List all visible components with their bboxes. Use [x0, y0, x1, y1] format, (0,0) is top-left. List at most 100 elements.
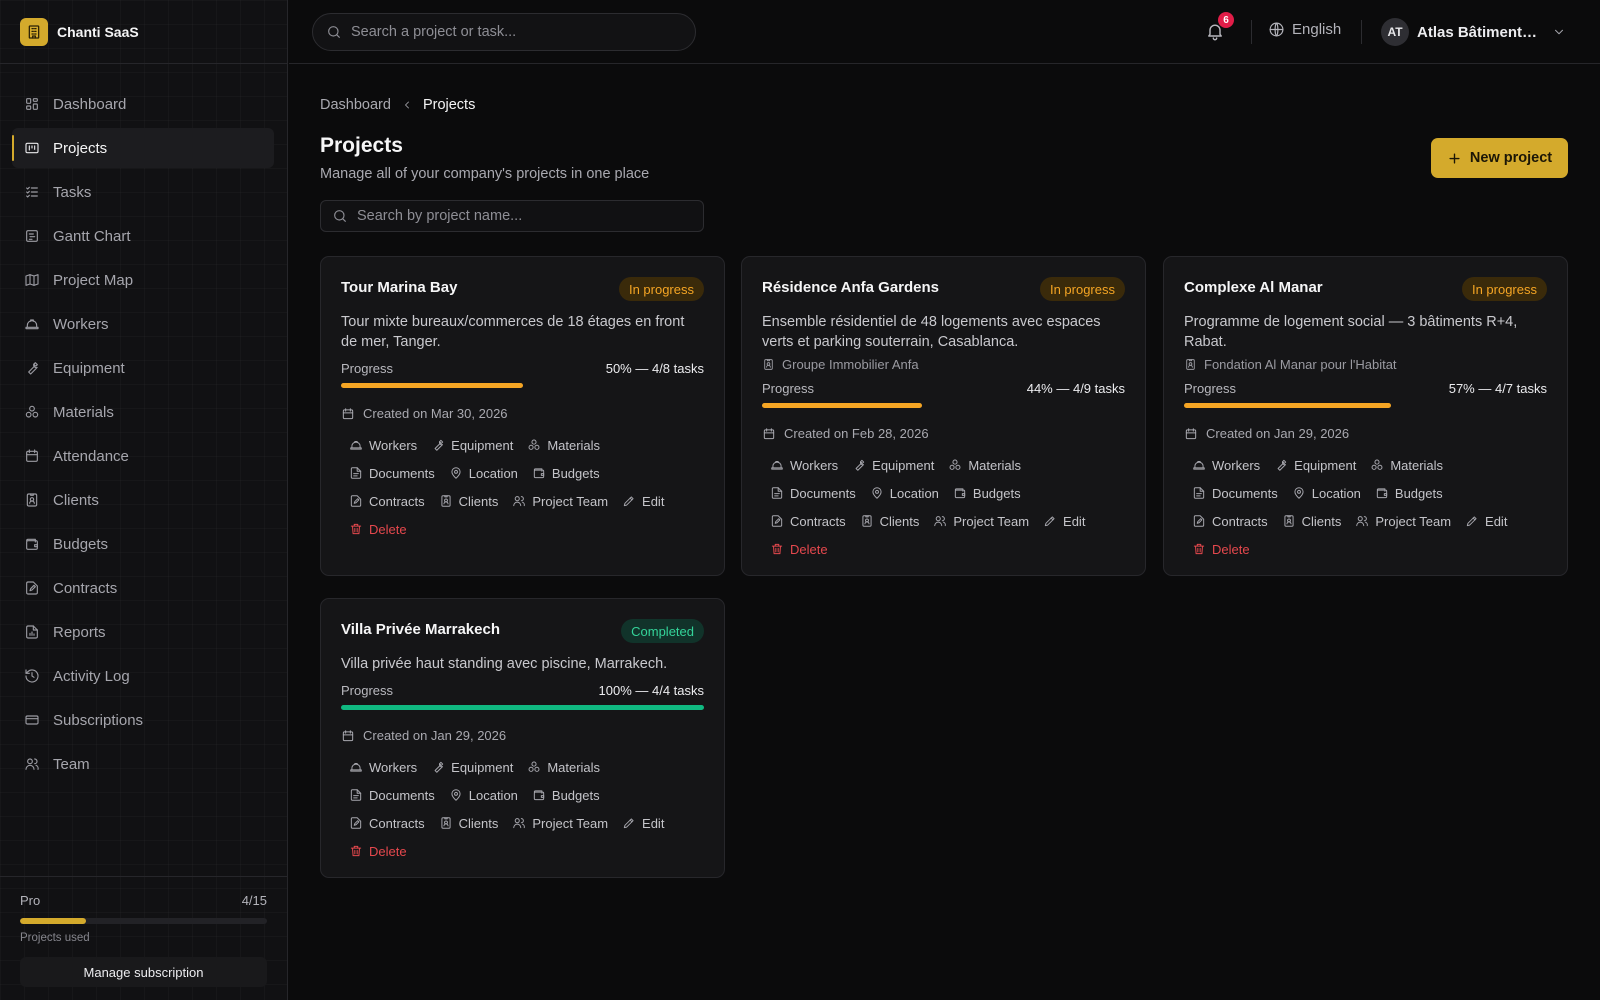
budgets-link[interactable]: Budgets	[953, 479, 1021, 507]
sidebar-item-attendance[interactable]: Attendance	[12, 436, 274, 476]
sidebar-item-projects[interactable]: Projects	[12, 128, 274, 168]
project-team-link[interactable]: Project Team	[512, 487, 608, 515]
sidebar-item-equipment[interactable]: Equipment	[12, 348, 274, 388]
project-card[interactable]: Tour Marina Bay In progress Tour mixte bur…	[320, 256, 725, 576]
edit-link[interactable]: Edit	[622, 809, 664, 837]
project-card[interactable]: Villa Privée Marrakech Completed Villa pri…	[320, 598, 725, 878]
contracts-link[interactable]: Contracts	[349, 487, 425, 515]
language-selector[interactable]: English	[1268, 21, 1341, 38]
contracts-link[interactable]: Contracts	[770, 507, 846, 535]
contact-icon	[441, 495, 451, 507]
progress-row: Progress 44% — 4/9 tasks	[762, 381, 1125, 396]
workers-link[interactable]: Workers	[349, 753, 417, 781]
sidebar-item-team[interactable]: Team	[12, 744, 274, 784]
materials-link[interactable]: Materials	[948, 451, 1021, 479]
sidebar-item-gantt-chart[interactable]: Gantt Chart	[12, 216, 274, 256]
budgets-link[interactable]: Budgets	[1375, 479, 1443, 507]
workers-link[interactable]: Workers	[1192, 451, 1260, 479]
map-pin-icon	[451, 467, 461, 479]
clients-link[interactable]: Clients	[439, 809, 499, 837]
project-team-link[interactable]: Project Team	[933, 507, 1029, 535]
equipment-link[interactable]: Equipment	[852, 451, 934, 479]
sidebar: Chanti SaaS Dashboard Projects Tasks Gantt …	[0, 0, 288, 1000]
location-link[interactable]: Location	[870, 479, 939, 507]
sidebar-item-activity-log[interactable]: Activity Log	[12, 656, 274, 696]
project-title[interactable]: Résidence Anfa Gardens	[762, 279, 940, 296]
pencil-icon	[623, 818, 634, 829]
edit-link-label: Edit	[1485, 513, 1508, 529]
project-title[interactable]: Complexe Al Manar	[1184, 279, 1323, 296]
contracts-link-label: Contracts	[369, 493, 425, 509]
project-links: Workers Equipment Materials Documents Locati…	[1184, 451, 1534, 563]
equipment-link[interactable]: Equipment	[431, 431, 513, 459]
documents-link[interactable]: Documents	[349, 781, 435, 809]
clients-link-label: Clients	[458, 815, 499, 831]
location-link[interactable]: Location	[449, 459, 518, 487]
delete-link[interactable]: Delete	[349, 515, 407, 543]
sidebar-item-reports[interactable]: Reports	[12, 612, 274, 652]
sidebar-item-subscriptions[interactable]: Subscriptions	[12, 700, 274, 740]
project-card[interactable]: Résidence Anfa Gardens In progress Ensembl…	[741, 256, 1146, 576]
contracts-link[interactable]: Contracts	[1192, 507, 1268, 535]
account-menu[interactable]: AT Atlas Bâtiment S...	[1381, 18, 1566, 46]
project-team-link[interactable]: Project Team	[512, 809, 608, 837]
edit-link[interactable]: Edit	[1043, 507, 1085, 535]
hardhat-icon	[771, 461, 783, 470]
project-title[interactable]: Villa Privée Marrakech	[341, 621, 500, 638]
workers-link[interactable]: Workers	[770, 451, 838, 479]
progress-value: 57% — 4/7 tasks	[1448, 381, 1547, 396]
budgets-link[interactable]: Budgets	[532, 459, 600, 487]
delete-link[interactable]: Delete	[1192, 535, 1250, 563]
location-link[interactable]: Location	[449, 781, 518, 809]
documents-link[interactable]: Documents	[349, 459, 435, 487]
sidebar-item-dashboard[interactable]: Dashboard	[12, 84, 274, 124]
progress-label: Progress	[341, 361, 394, 376]
clients-link[interactable]: Clients	[1282, 507, 1341, 535]
breadcrumb-dashboard[interactable]: Dashboard	[320, 97, 391, 113]
progress-label: Progress	[762, 381, 815, 396]
users-icon	[25, 758, 39, 770]
documents-link[interactable]: Documents	[770, 479, 856, 507]
delete-link[interactable]: Delete	[349, 837, 407, 865]
notifications-button[interactable]: 6	[1205, 12, 1234, 41]
sidebar-item-workers[interactable]: Workers	[12, 304, 274, 344]
documents-link[interactable]: Documents	[1192, 479, 1278, 507]
clients-link[interactable]: Clients	[860, 507, 919, 535]
materials-link[interactable]: Materials	[527, 753, 600, 781]
manage-subscription-button[interactable]: Manage subscription	[20, 957, 267, 987]
project-team-link[interactable]: Project Team	[1355, 507, 1451, 535]
location-link[interactable]: Location	[1292, 479, 1361, 507]
calendar-icon	[26, 449, 38, 462]
new-project-button[interactable]: New project	[1431, 138, 1568, 178]
project-title[interactable]: Tour Marina Bay	[341, 279, 458, 296]
sidebar-item-tasks[interactable]: Tasks	[12, 172, 274, 212]
clients-link[interactable]: Clients	[439, 487, 498, 515]
sidebar-item-contracts[interactable]: Contracts	[12, 568, 274, 608]
sidebar-item-budgets[interactable]: Budgets	[12, 524, 274, 564]
sidebar-item-clients[interactable]: Clients	[12, 480, 274, 520]
sidebar-item-label: Gantt Chart	[53, 227, 131, 245]
edit-link[interactable]: Edit	[1465, 507, 1507, 535]
created-date: Created on Jan 29, 2026	[341, 728, 704, 743]
sidebar-item-project-map[interactable]: Project Map	[12, 260, 274, 300]
sidebar-item-materials[interactable]: Materials	[12, 392, 274, 432]
breadcrumb-projects: Projects	[422, 97, 476, 113]
global-search-input[interactable]: Search a project or task...	[312, 13, 696, 51]
edit-link[interactable]: Edit	[622, 487, 664, 515]
equipment-link[interactable]: Equipment	[431, 753, 513, 781]
budgets-link[interactable]: Budgets	[532, 781, 600, 809]
delete-link[interactable]: Delete	[770, 535, 828, 563]
project-team-link-label: Project Team	[953, 513, 1030, 529]
project-search-input[interactable]: Search by project name...	[320, 200, 704, 232]
workers-link[interactable]: Workers	[349, 431, 417, 459]
equipment-link-label: Equipment	[1294, 457, 1357, 473]
brand[interactable]: Chanti SaaS	[0, 0, 287, 64]
contact-icon	[1284, 515, 1294, 527]
equipment-link[interactable]: Equipment	[1274, 451, 1356, 479]
materials-link[interactable]: Materials	[527, 431, 600, 459]
contracts-link[interactable]: Contracts	[349, 809, 425, 837]
contracts-link-label: Contracts	[790, 513, 846, 529]
materials-icon	[1371, 459, 1383, 470]
project-card[interactable]: Complexe Al Manar In progress Programme de…	[1163, 256, 1568, 576]
materials-link[interactable]: Materials	[1370, 451, 1443, 479]
